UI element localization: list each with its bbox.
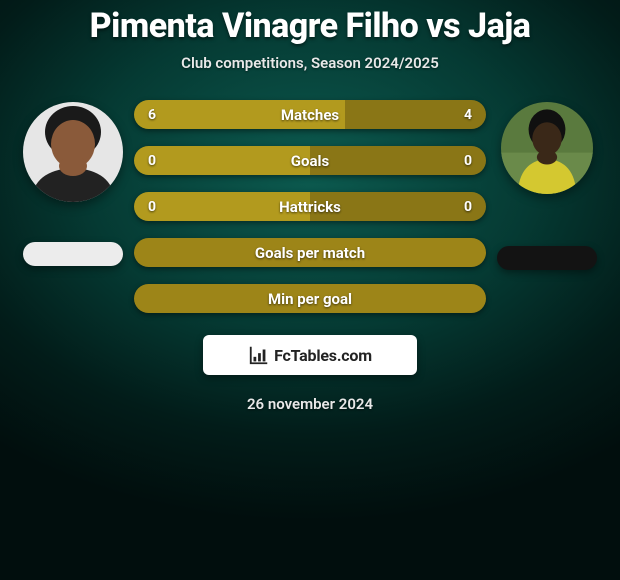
stat-label: Goals <box>291 152 329 170</box>
stat-value-left: 0 <box>148 153 156 169</box>
stat-value-left: 6 <box>148 107 156 123</box>
chart-icon <box>248 344 270 366</box>
stat-label: Hattricks <box>279 198 341 216</box>
stat-row: 0 Hattricks 0 <box>134 192 486 221</box>
source-logo: FcTables.com <box>203 335 417 375</box>
avatar-placeholder-icon <box>501 102 593 194</box>
stat-row: Min per goal <box>134 284 486 313</box>
stat-label: Matches <box>281 106 339 124</box>
stats-column: 6 Matches 4 0 Goals 0 0 Hattricks 0 Goals per mat… <box>134 100 486 313</box>
page-subtitle: Club competitions, Season 2024/2025 <box>181 54 439 72</box>
avatar-placeholder-icon <box>23 102 123 202</box>
player-right-column <box>492 100 602 270</box>
stat-bar-right <box>310 146 486 175</box>
source-logo-text: FcTables.com <box>274 346 372 365</box>
page-title: Pimenta Vinagre Filho vs Jaja <box>90 6 531 46</box>
stat-label: Min per goal <box>268 290 352 308</box>
stat-row: 6 Matches 4 <box>134 100 486 129</box>
date-label: 26 november 2024 <box>247 395 373 413</box>
comparison-card: Pimenta Vinagre Filho vs Jaja Club compe… <box>0 0 620 580</box>
comparison-row: 6 Matches 4 0 Goals 0 0 Hattricks 0 Goals per mat… <box>0 100 620 313</box>
stat-value-right: 0 <box>464 153 472 169</box>
stat-bar-left <box>134 146 310 175</box>
player-left-flag <box>23 242 123 266</box>
stat-value-left: 0 <box>148 199 156 215</box>
stat-row: Goals per match <box>134 238 486 267</box>
player-left-avatar <box>23 102 123 202</box>
player-left-column <box>18 100 128 266</box>
stat-label: Goals per match <box>255 244 365 262</box>
stat-row: 0 Goals 0 <box>134 146 486 175</box>
stat-value-right: 4 <box>464 107 472 123</box>
stat-value-right: 0 <box>464 199 472 215</box>
player-right-flag <box>497 246 597 270</box>
player-right-avatar <box>501 102 593 194</box>
